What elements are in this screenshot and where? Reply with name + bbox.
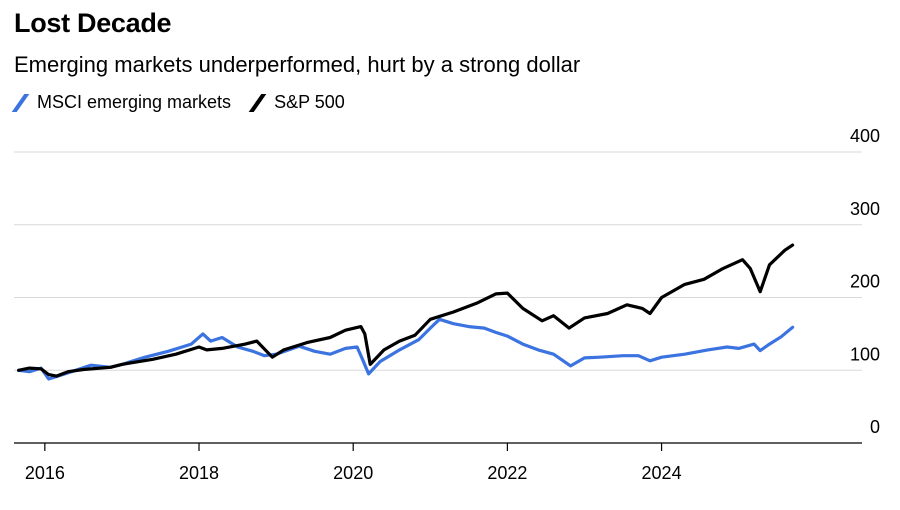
y-tick-label-300: 300 [850,199,880,219]
chart-subtitle: Emerging markets underperformed, hurt by… [14,52,581,77]
chart-title: Lost Decade [14,8,172,38]
y-tick-label-200: 200 [850,272,880,292]
x-tick-label-2020: 2020 [333,463,373,483]
legend-item-sp500: S&P 500 [248,92,345,113]
legend-label-sp500: S&P 500 [274,92,345,112]
x-tick-label-2018: 2018 [179,463,219,483]
series-line-msci [17,317,795,381]
series-line-sp500 [17,243,795,378]
legend: MSCI emerging markets S&P 500 [11,92,365,113]
y-tick-label-400: 400 [850,126,880,146]
x-tick-label-2024: 2024 [642,463,682,483]
y-tick-label-0: 0 [870,417,880,437]
x-tick-label-2022: 2022 [487,463,527,483]
x-tick-label-2016: 2016 [25,463,65,483]
y-tick-label-100: 100 [850,344,880,364]
legend-item-msci: MSCI emerging markets [11,92,232,113]
legend-label-msci: MSCI emerging markets [37,92,232,112]
